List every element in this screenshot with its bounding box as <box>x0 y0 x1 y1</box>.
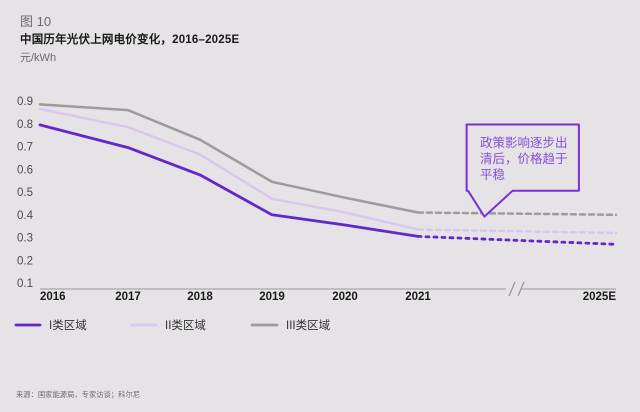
svg-text:2025E: 2025E <box>583 291 617 303</box>
svg-text:清后，价格趋于: 清后，价格趋于 <box>480 151 568 166</box>
svg-text:2021: 2021 <box>405 291 431 303</box>
svg-text:III类区域: III类区域 <box>286 318 331 332</box>
svg-text:来源：国家能源局，专家访谈；科尔尼: 来源：国家能源局，专家访谈；科尔尼 <box>16 390 140 399</box>
svg-text:0.9: 0.9 <box>17 96 33 108</box>
svg-text:政策影响逐步出: 政策影响逐步出 <box>480 135 568 150</box>
svg-text:I类区域: I类区域 <box>49 318 87 332</box>
svg-text:2019: 2019 <box>259 291 285 303</box>
svg-text:0.6: 0.6 <box>17 164 33 176</box>
svg-text:2016: 2016 <box>40 291 66 303</box>
svg-text:2020: 2020 <box>332 291 358 303</box>
svg-text:2017: 2017 <box>115 291 141 303</box>
svg-text:0.5: 0.5 <box>17 187 33 199</box>
svg-text:平稳: 平稳 <box>480 167 506 182</box>
svg-text:0.2: 0.2 <box>17 255 33 267</box>
svg-text:II类区域: II类区域 <box>165 318 206 332</box>
svg-text:0.3: 0.3 <box>17 233 33 245</box>
svg-text:2018: 2018 <box>187 291 213 303</box>
svg-text:0.7: 0.7 <box>17 142 33 154</box>
svg-text:0.4: 0.4 <box>17 210 34 222</box>
svg-text:0.8: 0.8 <box>17 119 33 131</box>
svg-text:0.1: 0.1 <box>17 278 33 290</box>
